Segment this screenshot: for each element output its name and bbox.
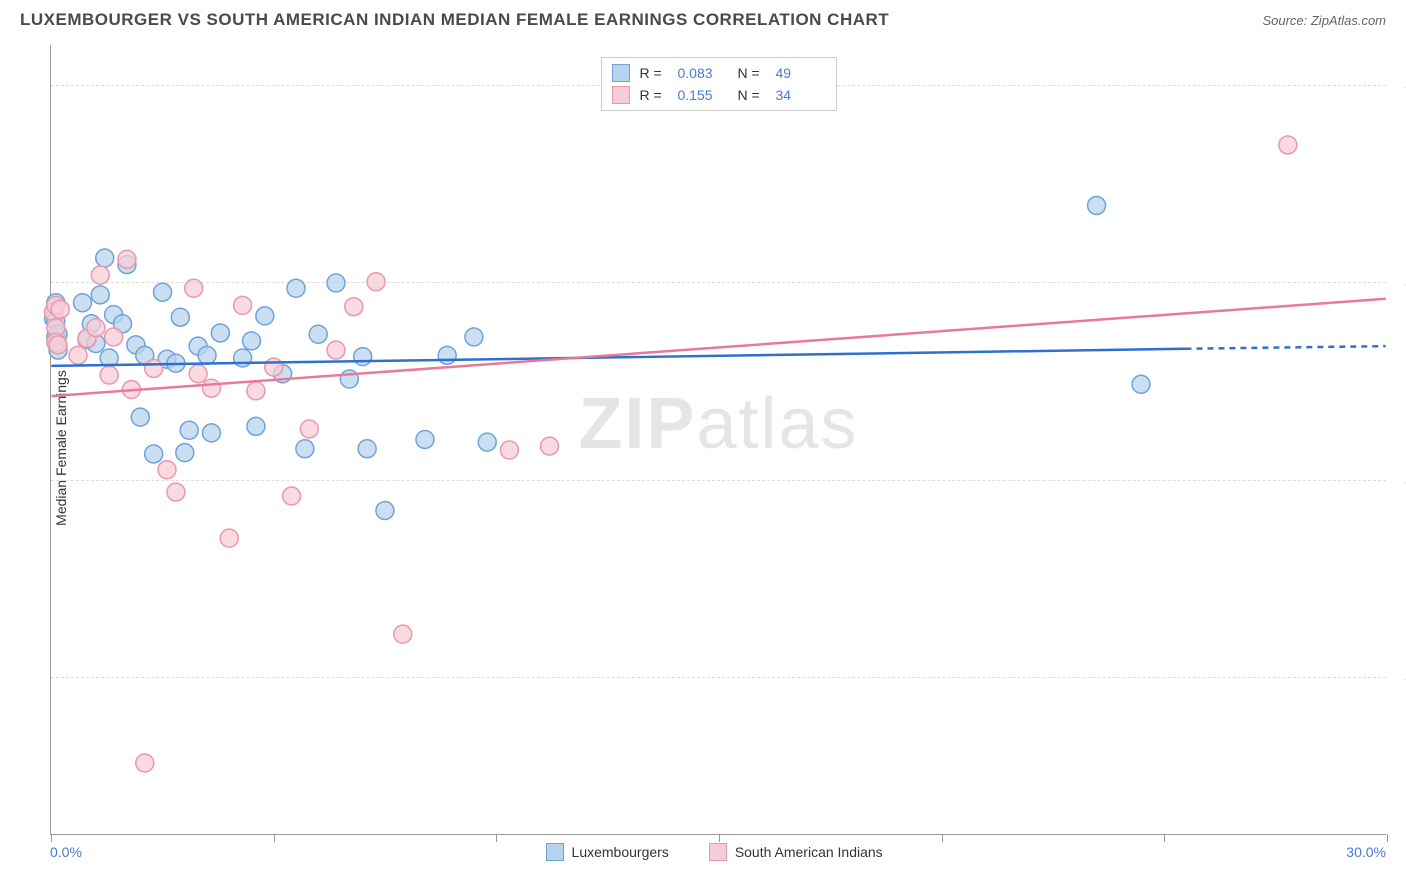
data-point — [185, 279, 203, 297]
r-value: 0.083 — [678, 65, 728, 81]
n-label: N = — [738, 87, 766, 103]
source-label: Source: ZipAtlas.com — [1262, 13, 1386, 28]
y-tick-label: $30,000 — [1396, 472, 1406, 488]
data-point — [171, 308, 189, 326]
data-point — [145, 445, 163, 463]
data-point — [394, 625, 412, 643]
data-point — [105, 328, 123, 346]
data-point — [416, 431, 434, 449]
legend-swatch — [612, 86, 630, 104]
x-tick — [1164, 834, 1165, 842]
data-point — [247, 417, 265, 435]
r-value: 0.155 — [678, 87, 728, 103]
r-label: R = — [640, 65, 668, 81]
data-point — [296, 440, 314, 458]
data-point — [202, 379, 220, 397]
data-point — [265, 358, 283, 376]
data-point — [176, 444, 194, 462]
data-point — [131, 408, 149, 426]
data-point — [91, 266, 109, 284]
legend-row: R = 0.155 N = 34 — [612, 84, 826, 106]
data-point — [465, 328, 483, 346]
legend-item: Luxembourgers — [546, 843, 669, 861]
legend-swatch — [546, 843, 564, 861]
legend-item: South American Indians — [709, 843, 883, 861]
scatter-plot-svg — [51, 45, 1386, 834]
data-point — [198, 346, 216, 364]
legend-swatch — [709, 843, 727, 861]
data-point — [87, 319, 105, 337]
legend-swatch — [612, 64, 630, 82]
data-point — [189, 365, 207, 383]
n-value: 34 — [776, 87, 826, 103]
n-value: 49 — [776, 65, 826, 81]
data-point — [376, 502, 394, 520]
data-point — [220, 529, 238, 547]
data-point — [345, 298, 363, 316]
data-point — [540, 437, 558, 455]
y-tick-label: $60,000 — [1396, 77, 1406, 93]
x-max-label: 30.0% — [1346, 844, 1386, 860]
data-point — [309, 325, 327, 343]
data-point — [49, 336, 67, 354]
data-point — [478, 433, 496, 451]
data-point — [96, 249, 114, 267]
data-point — [154, 283, 172, 301]
data-point — [358, 440, 376, 458]
x-min-label: 0.0% — [50, 844, 82, 860]
data-point — [256, 307, 274, 325]
data-point — [211, 324, 229, 342]
chart-title: LUXEMBOURGER VS SOUTH AMERICAN INDIAN ME… — [20, 10, 889, 30]
data-point — [367, 273, 385, 291]
legend-row: R = 0.083 N = 49 — [612, 62, 826, 84]
legend-label: Luxembourgers — [572, 844, 669, 860]
data-point — [180, 421, 198, 439]
x-tick — [942, 834, 943, 842]
data-point — [327, 341, 345, 359]
data-point — [51, 300, 69, 318]
data-point — [243, 332, 261, 350]
chart-plot-area: Median Female Earnings $15,000$30,000$45… — [50, 45, 1386, 835]
r-label: R = — [640, 87, 668, 103]
x-tick — [496, 834, 497, 842]
n-label: N = — [738, 65, 766, 81]
data-point — [100, 366, 118, 384]
data-point — [69, 346, 87, 364]
correlation-legend: R = 0.083 N = 49 R = 0.155 N = 34 — [601, 57, 837, 111]
data-point — [118, 250, 136, 268]
x-axis-labels: 0.0% Luxembourgers South American Indians… — [50, 843, 1386, 861]
x-tick — [1387, 834, 1388, 842]
data-point — [500, 441, 518, 459]
data-point — [202, 424, 220, 442]
trend-line-dashed — [1186, 346, 1386, 349]
data-point — [234, 296, 252, 314]
trend-line — [51, 349, 1185, 366]
data-point — [354, 348, 372, 366]
data-point — [158, 461, 176, 479]
y-tick-label: $15,000 — [1396, 669, 1406, 685]
data-point — [91, 286, 109, 304]
data-point — [283, 487, 301, 505]
legend-label: South American Indians — [735, 844, 883, 860]
data-point — [287, 279, 305, 297]
data-point — [438, 346, 456, 364]
series-legend: Luxembourgers South American Indians — [546, 843, 883, 861]
data-point — [327, 274, 345, 292]
data-point — [300, 420, 318, 438]
x-tick — [51, 834, 52, 842]
data-point — [247, 382, 265, 400]
data-point — [136, 754, 154, 772]
y-tick-label: $45,000 — [1396, 274, 1406, 290]
data-point — [145, 360, 163, 378]
data-point — [1279, 136, 1297, 154]
x-tick — [719, 834, 720, 842]
data-point — [167, 483, 185, 501]
data-point — [1132, 375, 1150, 393]
data-point — [73, 294, 91, 312]
x-tick — [274, 834, 275, 842]
data-point — [1088, 196, 1106, 214]
